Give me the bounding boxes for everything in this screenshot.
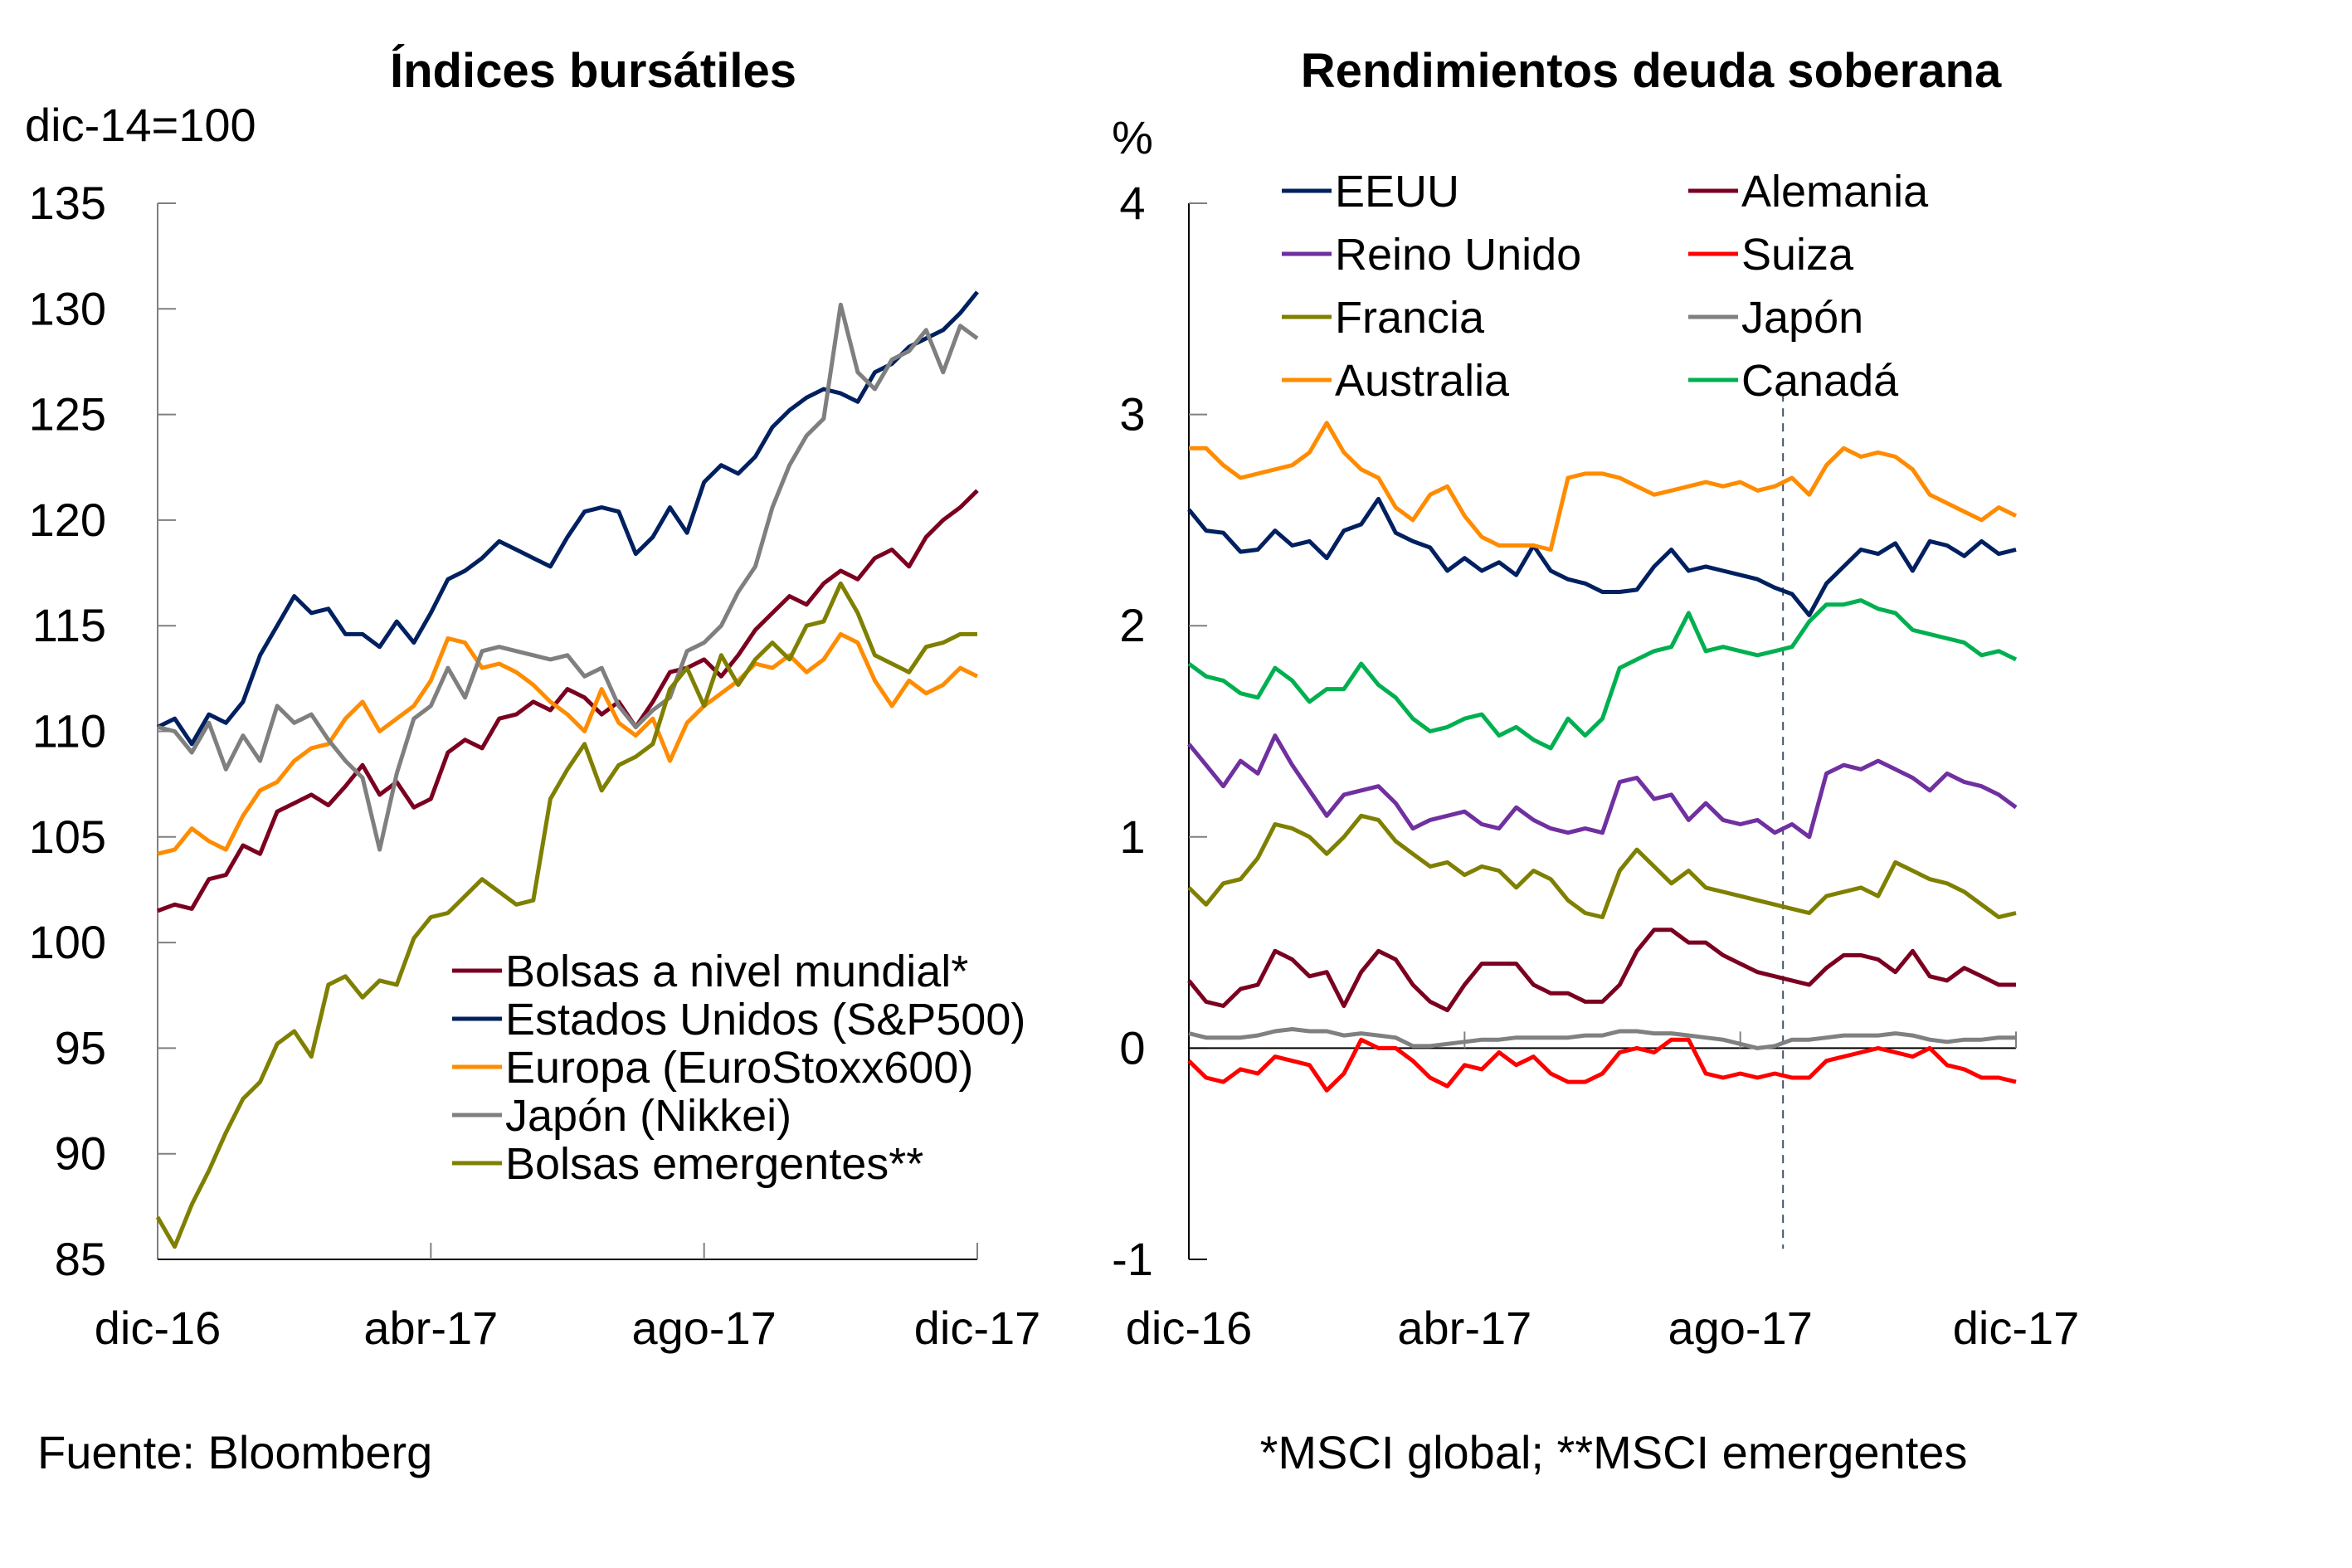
y-axis-unit-label: dic-14=100 <box>25 99 256 151</box>
y-tick-label: 105 <box>29 811 106 863</box>
legend-label: Japón (Nikkei) <box>505 1091 791 1141</box>
y-tick-label: 85 <box>55 1233 106 1285</box>
y-tick-label: 3 <box>1119 388 1145 441</box>
legend-item: Suiza <box>1688 230 1854 280</box>
series-line-estados-unidos-s-p500 <box>156 290 979 747</box>
source-note: Fuente: Bloomberg <box>37 1426 432 1478</box>
y-tick-label: 2 <box>1119 599 1145 651</box>
legend-item: Alemania <box>1688 167 1929 217</box>
y-tick-label: 135 <box>29 177 106 229</box>
x-axis: dic-16 abr-17 ago-17 dic-17 <box>1126 1031 2080 1354</box>
x-tick-label: dic-17 <box>1953 1302 2080 1354</box>
series-line-eeuu <box>1187 496 2017 617</box>
series-line-canadá <box>1187 598 2018 751</box>
legend-label: Suiza <box>1741 230 1854 280</box>
legend-label: EEUU <box>1335 167 1459 217</box>
y-tick-label: 0 <box>1119 1021 1145 1074</box>
y-tick-label: 115 <box>32 599 106 651</box>
chart-title: Índices bursátiles <box>390 44 796 98</box>
x-tick-label: abr-17 <box>363 1302 498 1354</box>
legend-label: Francia <box>1335 293 1485 343</box>
series-line-europa-eurostoxx600 <box>157 631 979 856</box>
legend-label: Europa (EuroStoxx600) <box>505 1043 973 1093</box>
legend-label: Bolsas emergentes** <box>505 1139 923 1189</box>
y-tick-label: 125 <box>29 388 106 441</box>
stock-indices-chart: Índices bursátiles dic-14=100 85 90 95 100 1… <box>25 44 1040 1354</box>
x-tick-label: ago-17 <box>1668 1302 1812 1354</box>
legend-item: Estados Unidos (S&P500) <box>452 995 1025 1045</box>
legend: EEUU Alemania Reino Unido Suiza Francia Japón… <box>1282 167 1929 406</box>
series-line-japón-nikkei <box>157 302 979 852</box>
legend-item: Bolsas a nivel mundial* <box>452 947 968 996</box>
legend: Bolsas a nivel mundial*Estados Unidos (S… <box>452 947 1025 1189</box>
x-tick-label: ago-17 <box>631 1302 776 1354</box>
y-tick-label: 90 <box>55 1127 106 1180</box>
legend-item: Europa (EuroStoxx600) <box>452 1043 973 1093</box>
y-tick-label: 4 <box>1119 177 1145 229</box>
y-axis: 85 90 95 100 105 110 115 120 125 130 135 <box>29 177 176 1285</box>
x-tick-label: dic-16 <box>95 1302 222 1354</box>
series-line-reino-unido <box>1187 733 2018 840</box>
sovereign-yields-chart: Rendimientos deuda soberana % -1 0 1 2 3 4 di… <box>1112 44 2079 1354</box>
legend-label: Bolsas a nivel mundial* <box>505 947 968 996</box>
y-tick-label: 120 <box>29 494 106 546</box>
y-axis-unit-label: % <box>1112 111 1153 163</box>
plot-area <box>1187 393 2018 1249</box>
y-tick-label: 110 <box>32 705 106 757</box>
series-line-australia <box>1189 421 2018 552</box>
legend-label: Estados Unidos (S&P500) <box>505 995 1025 1045</box>
chart-title: Rendimientos deuda soberana <box>1301 44 2002 98</box>
legend-item: Japón <box>1688 293 1863 343</box>
y-tick-label: 1 <box>1119 811 1145 863</box>
legend-label: Australia <box>1335 356 1510 406</box>
legend-label: Reino Unido <box>1335 230 1581 280</box>
series-line-bolsas-emergentes <box>155 581 977 1249</box>
y-tick-label: -1 <box>1112 1233 1153 1285</box>
legend-item: Francia <box>1282 293 1485 343</box>
legend-label: Alemania <box>1741 167 1929 217</box>
legend-item: Reino Unido <box>1282 230 1581 280</box>
series-line-alemania <box>1187 928 2016 1013</box>
series-line-suiza <box>1187 1037 2017 1093</box>
plot-area <box>155 290 979 1249</box>
x-tick-label: dic-17 <box>914 1302 1041 1354</box>
x-tick-label: abr-17 <box>1397 1302 1531 1354</box>
y-axis: -1 0 1 2 3 4 <box>1112 177 1207 1285</box>
legend-item: EEUU <box>1282 167 1459 217</box>
legend-item: Australia <box>1282 356 1510 406</box>
legend-item: Japón (Nikkei) <box>452 1091 791 1141</box>
x-tick-label: dic-16 <box>1126 1302 1253 1354</box>
footnote: *MSCI global; **MSCI emergentes <box>1260 1426 1968 1478</box>
legend-item: Canadá <box>1688 356 1899 406</box>
legend-label: Japón <box>1741 293 1863 343</box>
legend-label: Canadá <box>1741 356 1899 406</box>
y-tick-label: 100 <box>29 916 106 968</box>
series-line-japón <box>1188 1027 2016 1050</box>
legend-item: Bolsas emergentes** <box>452 1139 923 1189</box>
y-tick-label: 95 <box>55 1021 106 1074</box>
series-line-francia <box>1187 813 2017 919</box>
x-axis: dic-16 abr-17 ago-17 dic-17 <box>95 1243 1041 1354</box>
series-line-bolsas-a-nivel-mundial <box>157 489 979 913</box>
y-tick-label: 130 <box>29 282 106 334</box>
